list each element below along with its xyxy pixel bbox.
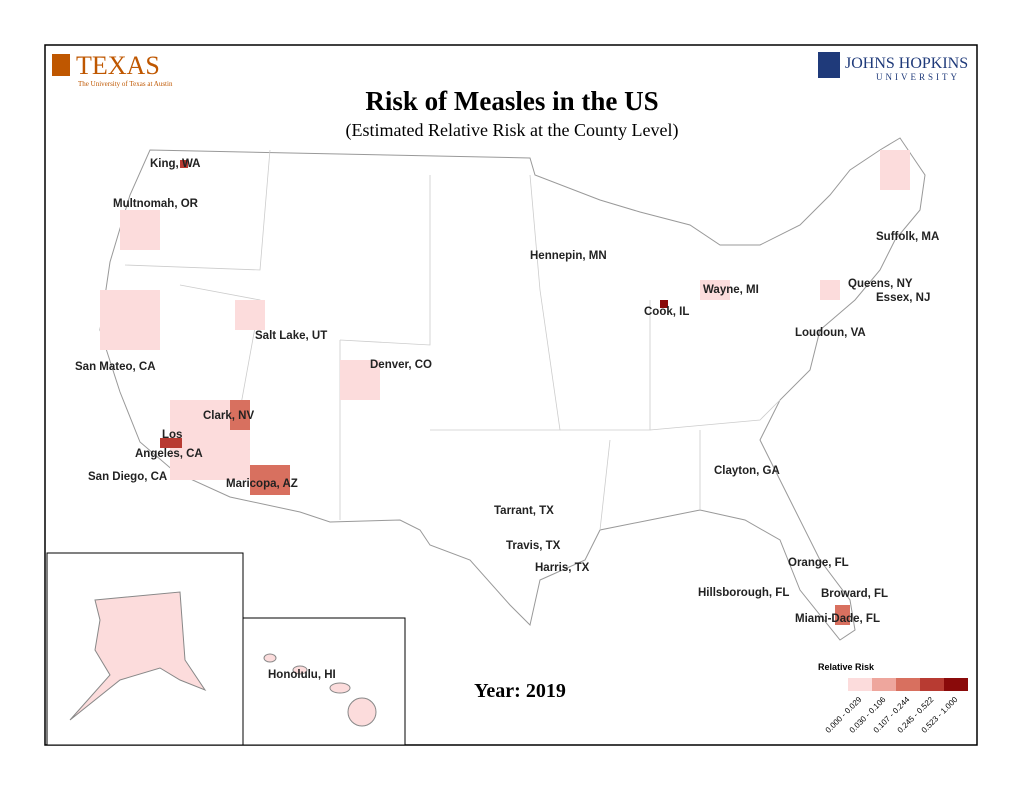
texas-logo: TEXAS [76, 51, 160, 80]
county-label: Queens, NY [848, 278, 913, 290]
county-label: Harris, TX [535, 562, 590, 574]
county-label: Travis, TX [506, 540, 561, 552]
county-label: Honolulu, HI [268, 669, 336, 681]
county-label: Maricopa, AZ [226, 478, 298, 490]
county-label: Clark, NV [203, 410, 254, 422]
county-label: Los [162, 429, 182, 441]
county-label: Multnomah, OR [113, 198, 199, 210]
jhu-shield [818, 52, 840, 78]
county-label: Suffolk, MA [876, 231, 939, 243]
legend-swatch [896, 678, 920, 691]
county-label: Salt Lake, UT [255, 330, 327, 342]
hawaii-inset [242, 617, 406, 746]
county-label: Hennepin, MN [530, 250, 607, 262]
county-label: Broward, FL [821, 588, 888, 600]
county-label: Clayton, GA [714, 465, 780, 477]
texas-shield [52, 54, 70, 76]
county-label: Wayne, MI [703, 284, 759, 296]
county-label: Angeles, CA [135, 448, 203, 460]
subtitle: (Estimated Relative Risk at the County L… [346, 120, 679, 141]
jhu-logo-sub: UNIVERSITY [876, 72, 960, 82]
county-label: Miami-Dade, FL [795, 613, 880, 625]
county-label: Hillsborough, FL [698, 587, 789, 599]
legend-title: Relative Risk [818, 662, 875, 672]
legend-swatch [944, 678, 968, 691]
county-label: Tarrant, TX [494, 505, 554, 517]
year: Year: 2019 [474, 680, 566, 702]
alaska [69, 591, 207, 721]
texas-logo-sub: The University of Texas at Austin [78, 80, 173, 88]
legend-swatch [872, 678, 896, 691]
us-outline [99, 137, 926, 641]
state-borders [124, 149, 781, 531]
county-label: San Mateo, CA [75, 361, 156, 373]
county-label: San Diego, CA [88, 471, 167, 483]
county-label: Orange, FL [788, 557, 849, 569]
jhu-logo: JOHNS HOPKINS [845, 55, 968, 72]
title: Risk of Measles in the US [365, 86, 658, 116]
county-label: Essex, NJ [876, 292, 930, 304]
legend-swatch [920, 678, 944, 691]
labels: King, WA Multnomah, OR Salt Lake, UT San Ma… [75, 158, 939, 681]
county-label: King, WA [150, 158, 200, 170]
county-label: Denver, CO [370, 359, 432, 371]
legend-swatch [848, 678, 872, 691]
risk-areas [100, 150, 910, 625]
county-label: Loudoun, VA [795, 327, 866, 339]
county-label: Cook, IL [644, 306, 689, 318]
hawaii [263, 653, 377, 727]
